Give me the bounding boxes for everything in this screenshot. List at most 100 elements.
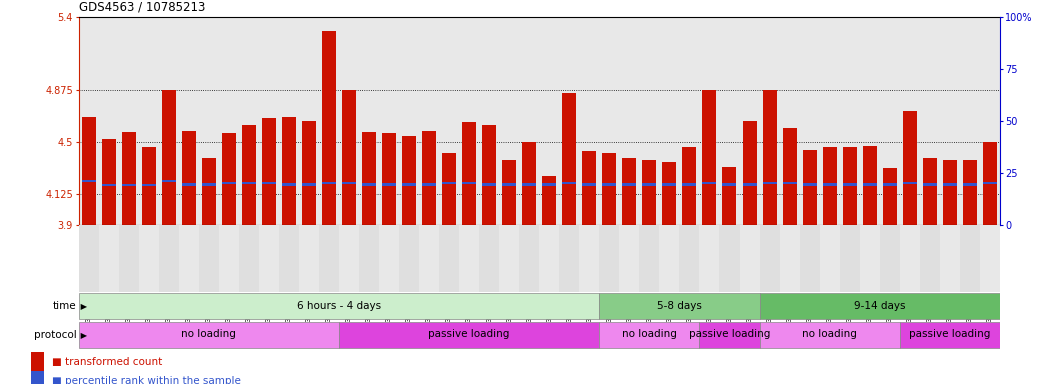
- Bar: [960, 225, 980, 292]
- Bar: [399, 225, 419, 292]
- Bar: [422, 131, 436, 225]
- Bar: [82, 117, 95, 225]
- Bar: [321, 182, 336, 184]
- Bar: [643, 160, 656, 225]
- Bar: [722, 167, 736, 225]
- Bar: [542, 176, 556, 225]
- Text: no loading: no loading: [802, 329, 857, 339]
- Bar: [602, 183, 617, 186]
- Bar: [319, 225, 339, 292]
- Bar: [739, 225, 759, 292]
- Bar: [522, 142, 536, 225]
- Bar: [742, 121, 757, 225]
- Bar: [462, 122, 476, 225]
- Bar: [503, 183, 516, 186]
- Text: protocol: protocol: [34, 330, 76, 340]
- Bar: [82, 180, 95, 182]
- Bar: [820, 225, 840, 292]
- Bar: [382, 183, 396, 186]
- Bar: [262, 182, 275, 184]
- Bar: [182, 183, 196, 186]
- Bar: [762, 90, 777, 225]
- Bar: [703, 182, 716, 184]
- Bar: [963, 160, 977, 225]
- Bar: [439, 225, 459, 292]
- Bar: [599, 225, 620, 292]
- Text: time: time: [52, 301, 76, 311]
- Bar: [542, 183, 556, 186]
- Text: no loading: no loading: [181, 329, 237, 339]
- Bar: [282, 117, 296, 225]
- Bar: [259, 225, 279, 292]
- Bar: [562, 182, 576, 184]
- Bar: [699, 225, 719, 292]
- Bar: [539, 225, 559, 292]
- Bar: [843, 183, 856, 186]
- Bar: [983, 142, 997, 225]
- Bar: [899, 225, 919, 292]
- Bar: [863, 183, 876, 186]
- Bar: [522, 183, 536, 186]
- Bar: [843, 147, 856, 225]
- Bar: [559, 225, 579, 292]
- Bar: [680, 225, 699, 292]
- Bar: [339, 225, 359, 292]
- Bar: [582, 151, 597, 225]
- Bar: [118, 225, 138, 292]
- Bar: [803, 183, 817, 186]
- Text: ■ percentile rank within the sample: ■ percentile rank within the sample: [52, 376, 241, 384]
- Bar: [640, 225, 660, 292]
- Bar: [182, 131, 196, 225]
- Bar: [379, 225, 399, 292]
- Bar: [499, 225, 519, 292]
- Bar: [940, 225, 960, 292]
- Bar: [579, 225, 599, 292]
- Bar: [482, 183, 496, 186]
- Bar: [942, 160, 957, 225]
- Bar: [840, 225, 860, 292]
- Bar: [922, 183, 937, 186]
- Bar: [202, 183, 216, 186]
- Bar: [121, 132, 136, 225]
- Bar: [298, 225, 319, 292]
- Bar: [762, 182, 777, 184]
- Text: 9-14 days: 9-14 days: [854, 301, 906, 311]
- Bar: [899, 322, 1000, 348]
- Bar: [161, 90, 176, 225]
- Bar: [823, 183, 837, 186]
- Bar: [359, 225, 379, 292]
- Text: ■ transformed count: ■ transformed count: [52, 356, 162, 367]
- Bar: [342, 90, 356, 225]
- Bar: [823, 147, 837, 225]
- Bar: [562, 93, 576, 225]
- Bar: [302, 121, 316, 225]
- Bar: [362, 183, 376, 186]
- Bar: [663, 183, 676, 186]
- Bar: [339, 322, 599, 348]
- Text: passive loading: passive loading: [909, 329, 990, 339]
- Bar: [582, 183, 597, 186]
- Text: GDS4563 / 10785213: GDS4563 / 10785213: [79, 0, 205, 13]
- Bar: [31, 352, 44, 371]
- Bar: [963, 183, 977, 186]
- Text: passive loading: passive loading: [428, 329, 510, 339]
- Bar: [382, 133, 396, 225]
- Bar: [282, 183, 296, 186]
- Bar: [79, 322, 339, 348]
- Bar: [402, 136, 416, 225]
- Bar: [759, 225, 780, 292]
- Bar: [782, 128, 797, 225]
- Bar: [342, 182, 356, 184]
- Bar: [883, 168, 896, 225]
- Bar: [442, 153, 456, 225]
- Bar: [660, 225, 680, 292]
- Bar: [141, 147, 156, 225]
- Bar: [942, 183, 957, 186]
- Bar: [622, 183, 637, 186]
- Bar: [683, 147, 696, 225]
- Bar: [442, 182, 456, 184]
- Bar: [722, 183, 736, 186]
- Bar: [138, 225, 159, 292]
- Bar: [222, 182, 236, 184]
- Bar: [519, 225, 539, 292]
